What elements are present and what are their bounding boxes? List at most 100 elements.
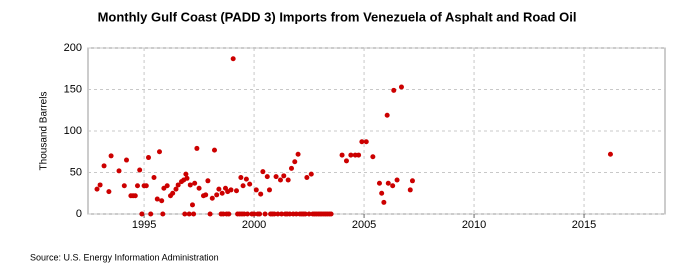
data-point xyxy=(143,183,149,189)
data-point xyxy=(304,174,310,180)
data-point xyxy=(607,151,613,157)
data-point xyxy=(196,185,202,191)
data-point xyxy=(134,183,140,189)
data-point xyxy=(228,187,234,193)
data-point xyxy=(390,183,396,189)
data-point xyxy=(308,171,314,177)
data-point xyxy=(370,154,376,160)
data-point xyxy=(203,192,209,198)
data-point xyxy=(209,195,215,201)
x-tick-label: 2000 xyxy=(242,219,266,231)
data-point xyxy=(240,183,246,189)
data-point xyxy=(145,155,151,161)
data-point xyxy=(391,87,397,93)
data-point xyxy=(257,211,263,217)
data-point xyxy=(356,152,362,158)
data-point xyxy=(262,211,268,217)
data-point xyxy=(184,175,190,181)
data-point xyxy=(173,186,179,192)
y-tick-label: 100 xyxy=(64,125,82,137)
data-point xyxy=(376,180,382,186)
data-point xyxy=(116,168,122,174)
data-point xyxy=(148,211,154,217)
data-point xyxy=(97,182,103,188)
data-point xyxy=(275,211,281,217)
data-point xyxy=(175,182,181,188)
x-tick-label: 1995 xyxy=(132,219,156,231)
data-point xyxy=(281,173,287,179)
data-point xyxy=(243,176,249,182)
data-point xyxy=(159,198,165,204)
data-point xyxy=(398,84,404,90)
data-point xyxy=(359,139,365,145)
data-point xyxy=(137,167,143,173)
data-point xyxy=(194,145,200,151)
x-tick-label: 2015 xyxy=(572,219,596,231)
data-point xyxy=(191,211,197,217)
x-tick-label: 2010 xyxy=(462,219,486,231)
data-point xyxy=(295,151,301,157)
data-point xyxy=(251,211,257,217)
y-tick-label: 150 xyxy=(64,83,82,95)
data-point xyxy=(238,174,244,180)
data-point xyxy=(253,187,259,193)
data-point xyxy=(233,188,239,194)
data-point xyxy=(285,177,291,183)
data-point xyxy=(182,211,188,217)
data-point xyxy=(106,189,112,195)
data-point xyxy=(244,211,250,217)
data-point xyxy=(154,196,160,202)
data-point xyxy=(186,211,192,217)
data-point xyxy=(292,159,298,165)
source-note: Source: U.S. Energy Information Administ… xyxy=(30,252,219,262)
y-axis-label: Thousand Barrels xyxy=(39,92,50,171)
data-point xyxy=(101,163,107,169)
data-point xyxy=(293,211,299,217)
data-point xyxy=(266,187,272,193)
y-tick-label: 200 xyxy=(64,42,82,54)
data-point xyxy=(279,211,285,217)
data-point xyxy=(287,211,293,217)
y-tick-label: 0 xyxy=(76,208,82,220)
data-point xyxy=(189,202,195,208)
data-point xyxy=(273,174,279,180)
data-point xyxy=(385,180,391,186)
data-point xyxy=(384,112,390,118)
data-point xyxy=(151,174,157,180)
data-point xyxy=(216,186,222,192)
data-point xyxy=(164,183,170,189)
data-point xyxy=(271,211,277,217)
data-point xyxy=(258,191,264,197)
data-point xyxy=(230,56,236,62)
x-tick-label: 2005 xyxy=(352,219,376,231)
data-point xyxy=(139,211,145,217)
data-point xyxy=(409,178,415,184)
data-point xyxy=(288,165,294,171)
data-point xyxy=(328,211,334,217)
data-point xyxy=(348,152,354,158)
data-point xyxy=(211,147,217,153)
data-point xyxy=(123,157,129,163)
data-point xyxy=(407,187,413,193)
data-point xyxy=(170,190,176,196)
data-point xyxy=(379,190,385,196)
data-point xyxy=(132,193,138,199)
data-point xyxy=(264,174,270,180)
data-point xyxy=(121,183,127,189)
data-point xyxy=(394,177,400,183)
data-point xyxy=(381,199,387,205)
data-point xyxy=(183,171,189,177)
data-point xyxy=(247,181,253,187)
data-point xyxy=(94,186,100,192)
data-point xyxy=(207,211,213,217)
data-point xyxy=(302,211,308,217)
data-point xyxy=(187,182,193,188)
data-point xyxy=(277,177,283,183)
data-point xyxy=(205,178,211,184)
chart-title: Monthly Gulf Coast (PADD 3) Imports from… xyxy=(98,9,577,24)
data-point xyxy=(306,211,312,217)
data-point xyxy=(192,180,198,186)
